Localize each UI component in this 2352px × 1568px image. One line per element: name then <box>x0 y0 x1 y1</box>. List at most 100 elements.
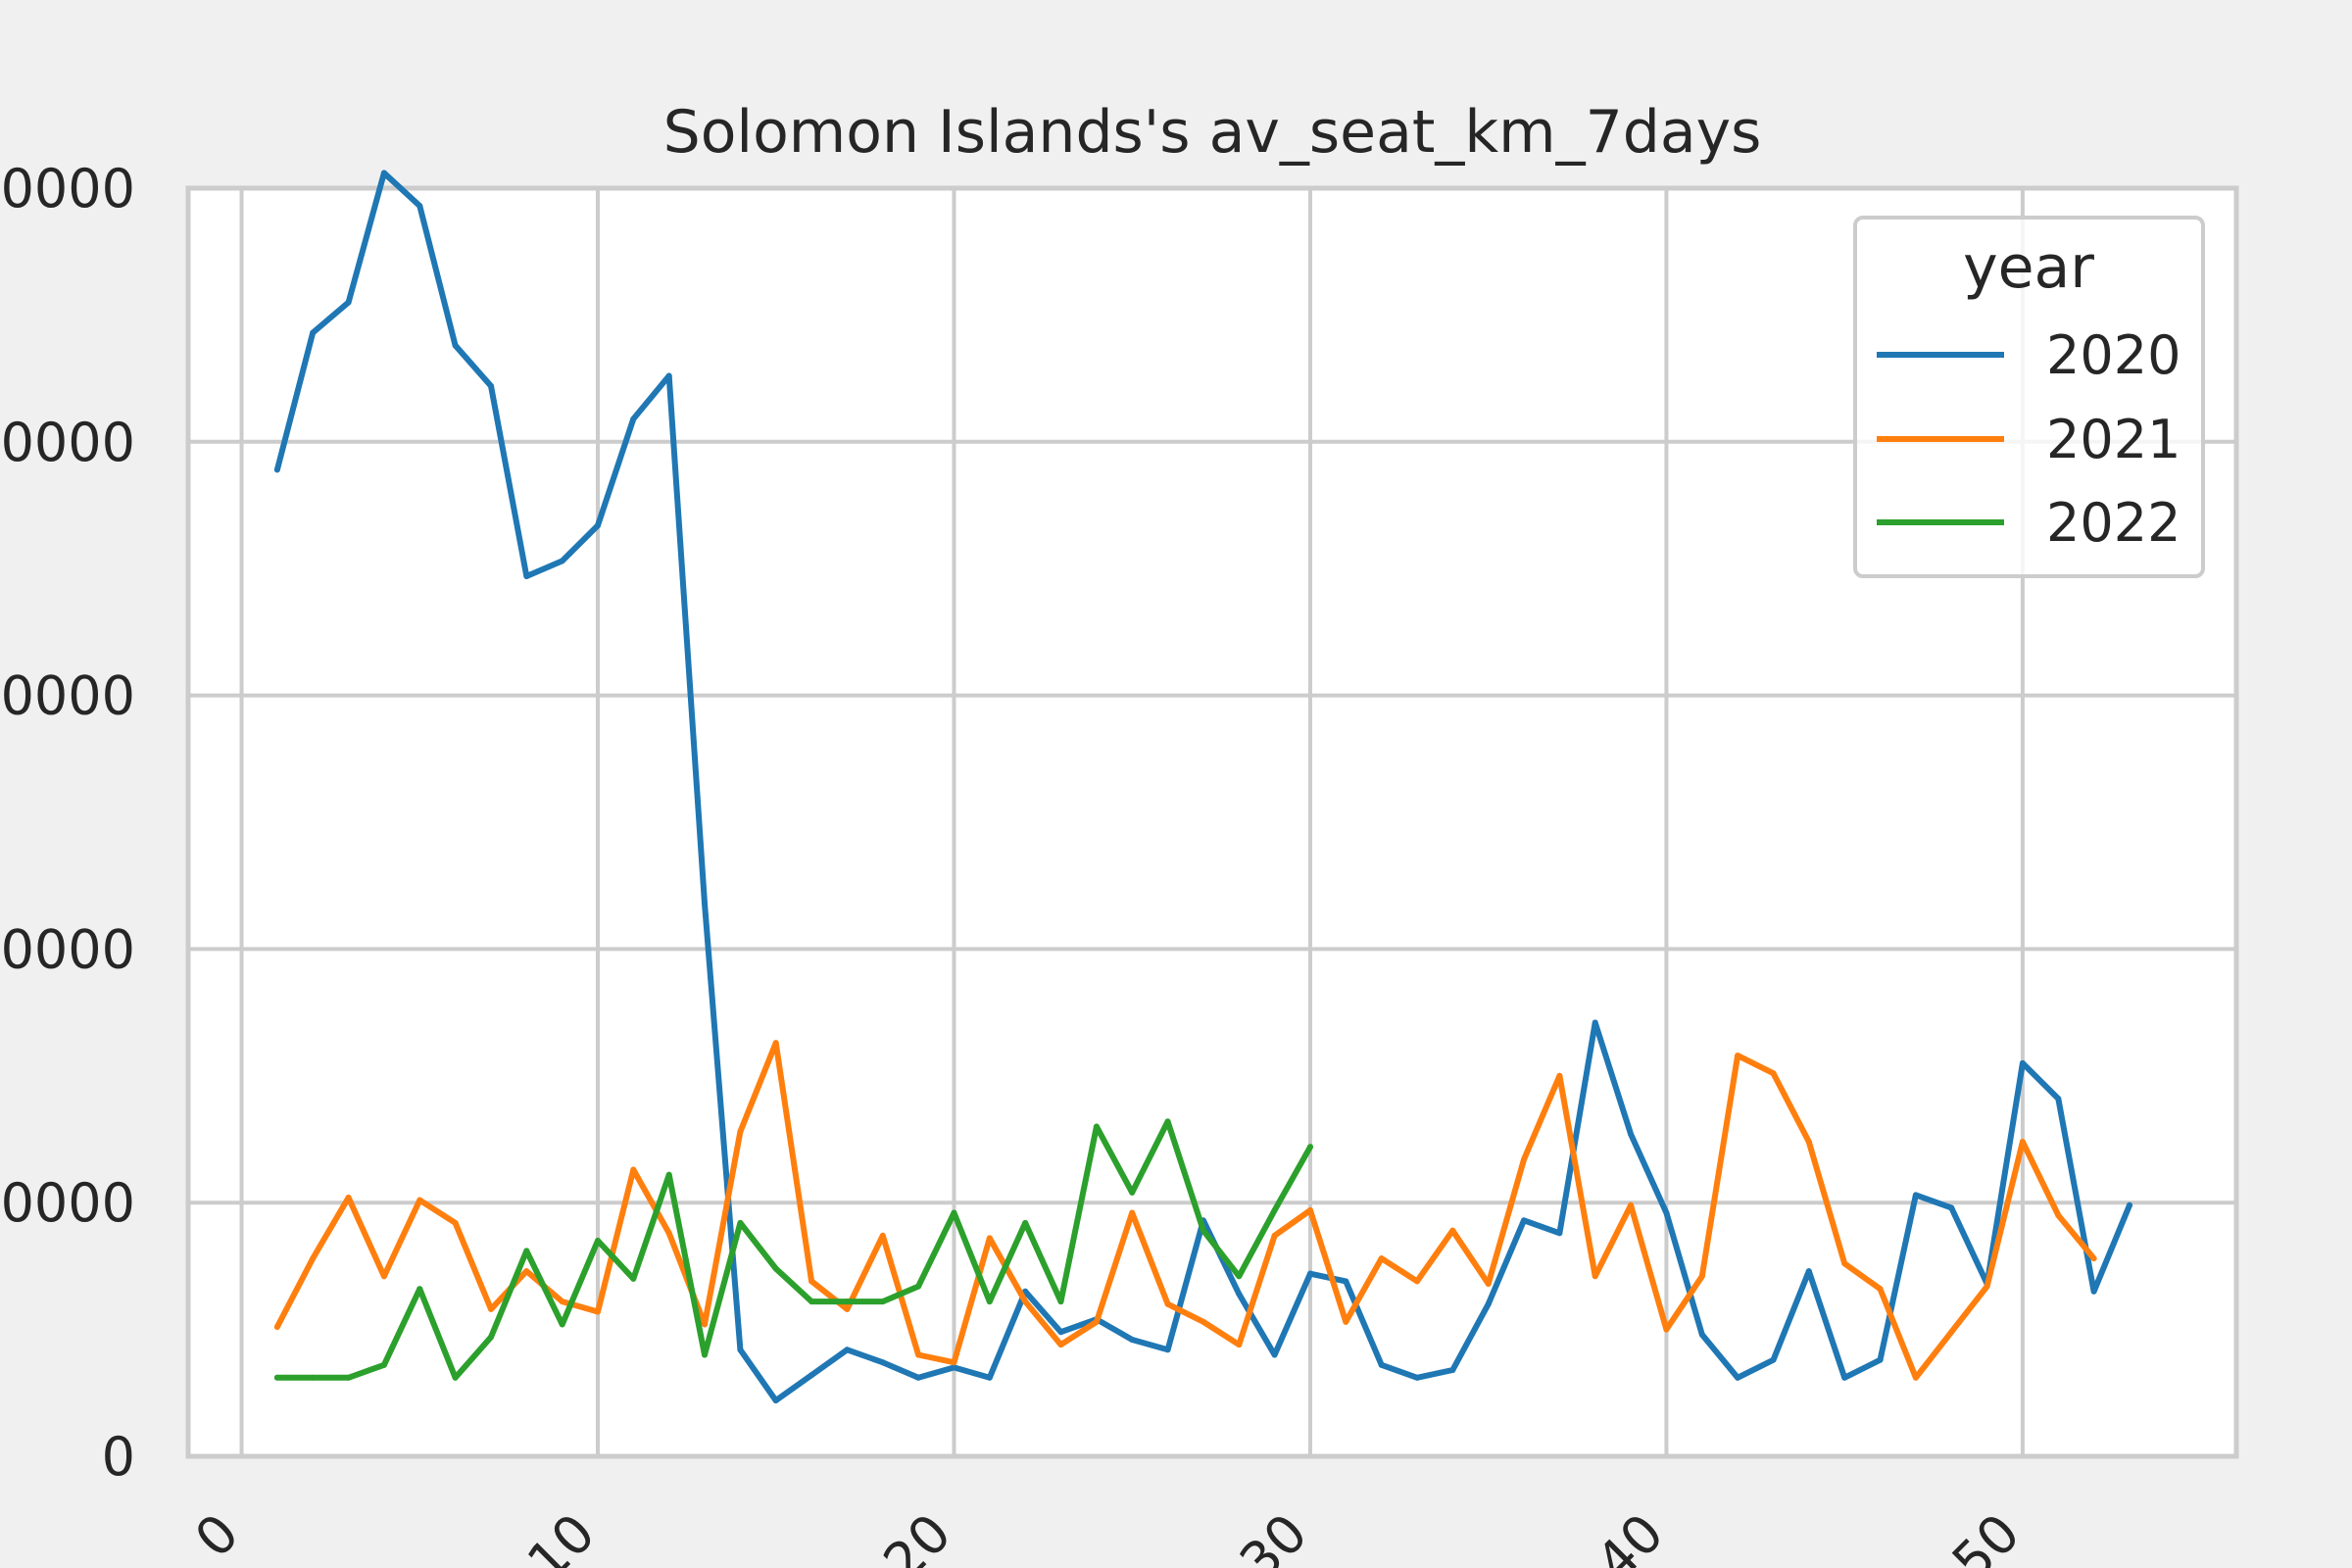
data-point-2020 <box>487 382 494 389</box>
data-point-2022 <box>310 1374 317 1381</box>
data-point-2021 <box>1485 1281 1492 1288</box>
y-tick-label: 0000 <box>1 665 135 727</box>
data-point-2020 <box>1912 1192 1919 1199</box>
series-line-2022 <box>273 1118 1313 1381</box>
y-tick-label: 0000 <box>1 1172 135 1234</box>
data-point-2020 <box>1236 1291 1243 1298</box>
data-point-2022 <box>1022 1219 1029 1226</box>
data-point-2021 <box>310 1255 317 1262</box>
data-point-2020 <box>380 170 387 176</box>
data-point-2021 <box>772 1040 779 1047</box>
data-point-2020 <box>951 1364 957 1371</box>
y-tick-label: 0000 <box>1 918 135 980</box>
data-point-2020 <box>1057 1329 1064 1336</box>
y-tick-label: 0000 <box>1 412 135 473</box>
data-point-2022 <box>416 1286 423 1293</box>
data-point-2022 <box>452 1374 459 1381</box>
data-point-2020 <box>2019 1059 2026 1066</box>
data-point-2021 <box>1236 1342 1243 1348</box>
data-point-2021 <box>1556 1072 1563 1079</box>
data-point-2021 <box>1343 1318 1349 1325</box>
data-point-2021 <box>1129 1209 1136 1216</box>
data-point-2020 <box>1414 1374 1420 1381</box>
data-point-2021 <box>273 1324 280 1331</box>
data-point-2021 <box>2055 1212 2062 1219</box>
data-point-2021 <box>1521 1156 1528 1163</box>
data-point-2020 <box>879 1359 886 1366</box>
data-point-2022 <box>523 1248 530 1254</box>
legend-label-2021: 2021 <box>2046 409 2180 470</box>
data-point-2020 <box>1948 1204 1955 1211</box>
data-point-2020 <box>986 1374 993 1381</box>
data-point-2020 <box>416 203 423 210</box>
data-point-2021 <box>1841 1260 1848 1267</box>
data-point-2020 <box>1805 1268 1812 1275</box>
data-point-2021 <box>2090 1255 2097 1262</box>
data-point-2021 <box>1271 1232 1278 1239</box>
data-point-2021 <box>630 1166 637 1173</box>
chart-title: Solomon Islands's av_seat_km_7days <box>663 98 1762 167</box>
legend: year 2020 2021 2022 <box>1853 216 2205 578</box>
series-line-2021 <box>273 1040 2097 1381</box>
data-point-2021 <box>1378 1255 1385 1262</box>
data-point-2021 <box>1948 1329 1955 1336</box>
data-point-2021 <box>1663 1326 1670 1333</box>
data-point-2020 <box>1378 1361 1385 1368</box>
data-point-2022 <box>559 1321 565 1328</box>
data-point-2021 <box>702 1321 709 1328</box>
data-point-2020 <box>1592 1019 1598 1026</box>
data-point-2020 <box>2126 1201 2132 1208</box>
data-point-2020 <box>1841 1374 1848 1381</box>
data-point-2020 <box>559 558 565 564</box>
data-point-2021 <box>1698 1273 1705 1280</box>
data-point-2022 <box>844 1298 851 1305</box>
data-point-2022 <box>737 1219 744 1226</box>
data-point-2021 <box>559 1298 565 1305</box>
data-point-2021 <box>1877 1286 1884 1293</box>
data-point-2021 <box>1735 1053 1741 1059</box>
data-point-2022 <box>1164 1118 1171 1125</box>
data-point-2021 <box>1628 1201 1635 1208</box>
data-point-2021 <box>1164 1300 1171 1307</box>
data-point-2022 <box>1306 1144 1313 1151</box>
data-point-2021 <box>523 1268 530 1275</box>
data-point-2022 <box>380 1361 387 1368</box>
data-point-2021 <box>1200 1318 1206 1325</box>
y-tick-label: 0 <box>102 1426 135 1488</box>
legend-title: year <box>1963 233 2094 302</box>
data-point-2021 <box>1057 1342 1064 1348</box>
data-point-2021 <box>808 1278 815 1285</box>
y-tick-label: 0000 <box>1 158 135 220</box>
data-point-2020 <box>844 1347 851 1353</box>
data-point-2021 <box>487 1305 494 1312</box>
data-point-2020 <box>665 372 672 379</box>
data-point-2021 <box>595 1308 601 1315</box>
data-point-2020 <box>1698 1331 1705 1338</box>
data-point-2022 <box>273 1374 280 1381</box>
data-point-2020 <box>2090 1288 2097 1295</box>
data-point-2020 <box>772 1397 779 1404</box>
data-point-2022 <box>986 1298 993 1305</box>
data-point-2020 <box>345 299 352 306</box>
data-point-2022 <box>1093 1123 1100 1130</box>
data-point-2022 <box>951 1209 957 1216</box>
legend-box <box>1853 216 2205 578</box>
data-point-2021 <box>416 1197 423 1203</box>
data-point-2020 <box>1306 1270 1313 1277</box>
series-lines <box>273 170 2132 1404</box>
data-point-2021 <box>1022 1298 1029 1305</box>
data-point-2021 <box>1306 1206 1313 1213</box>
data-point-2020 <box>1735 1374 1741 1381</box>
data-point-2021 <box>951 1359 957 1366</box>
data-point-2020 <box>2055 1096 2062 1102</box>
data-point-2020 <box>1877 1356 1884 1363</box>
data-point-2022 <box>772 1265 779 1272</box>
data-point-2021 <box>1592 1273 1598 1280</box>
data-point-2021 <box>380 1273 387 1280</box>
data-point-2021 <box>2019 1139 2026 1146</box>
data-point-2021 <box>1805 1139 1812 1146</box>
data-point-2022 <box>487 1334 494 1341</box>
data-point-2022 <box>630 1275 637 1282</box>
data-point-2020 <box>1164 1347 1171 1353</box>
